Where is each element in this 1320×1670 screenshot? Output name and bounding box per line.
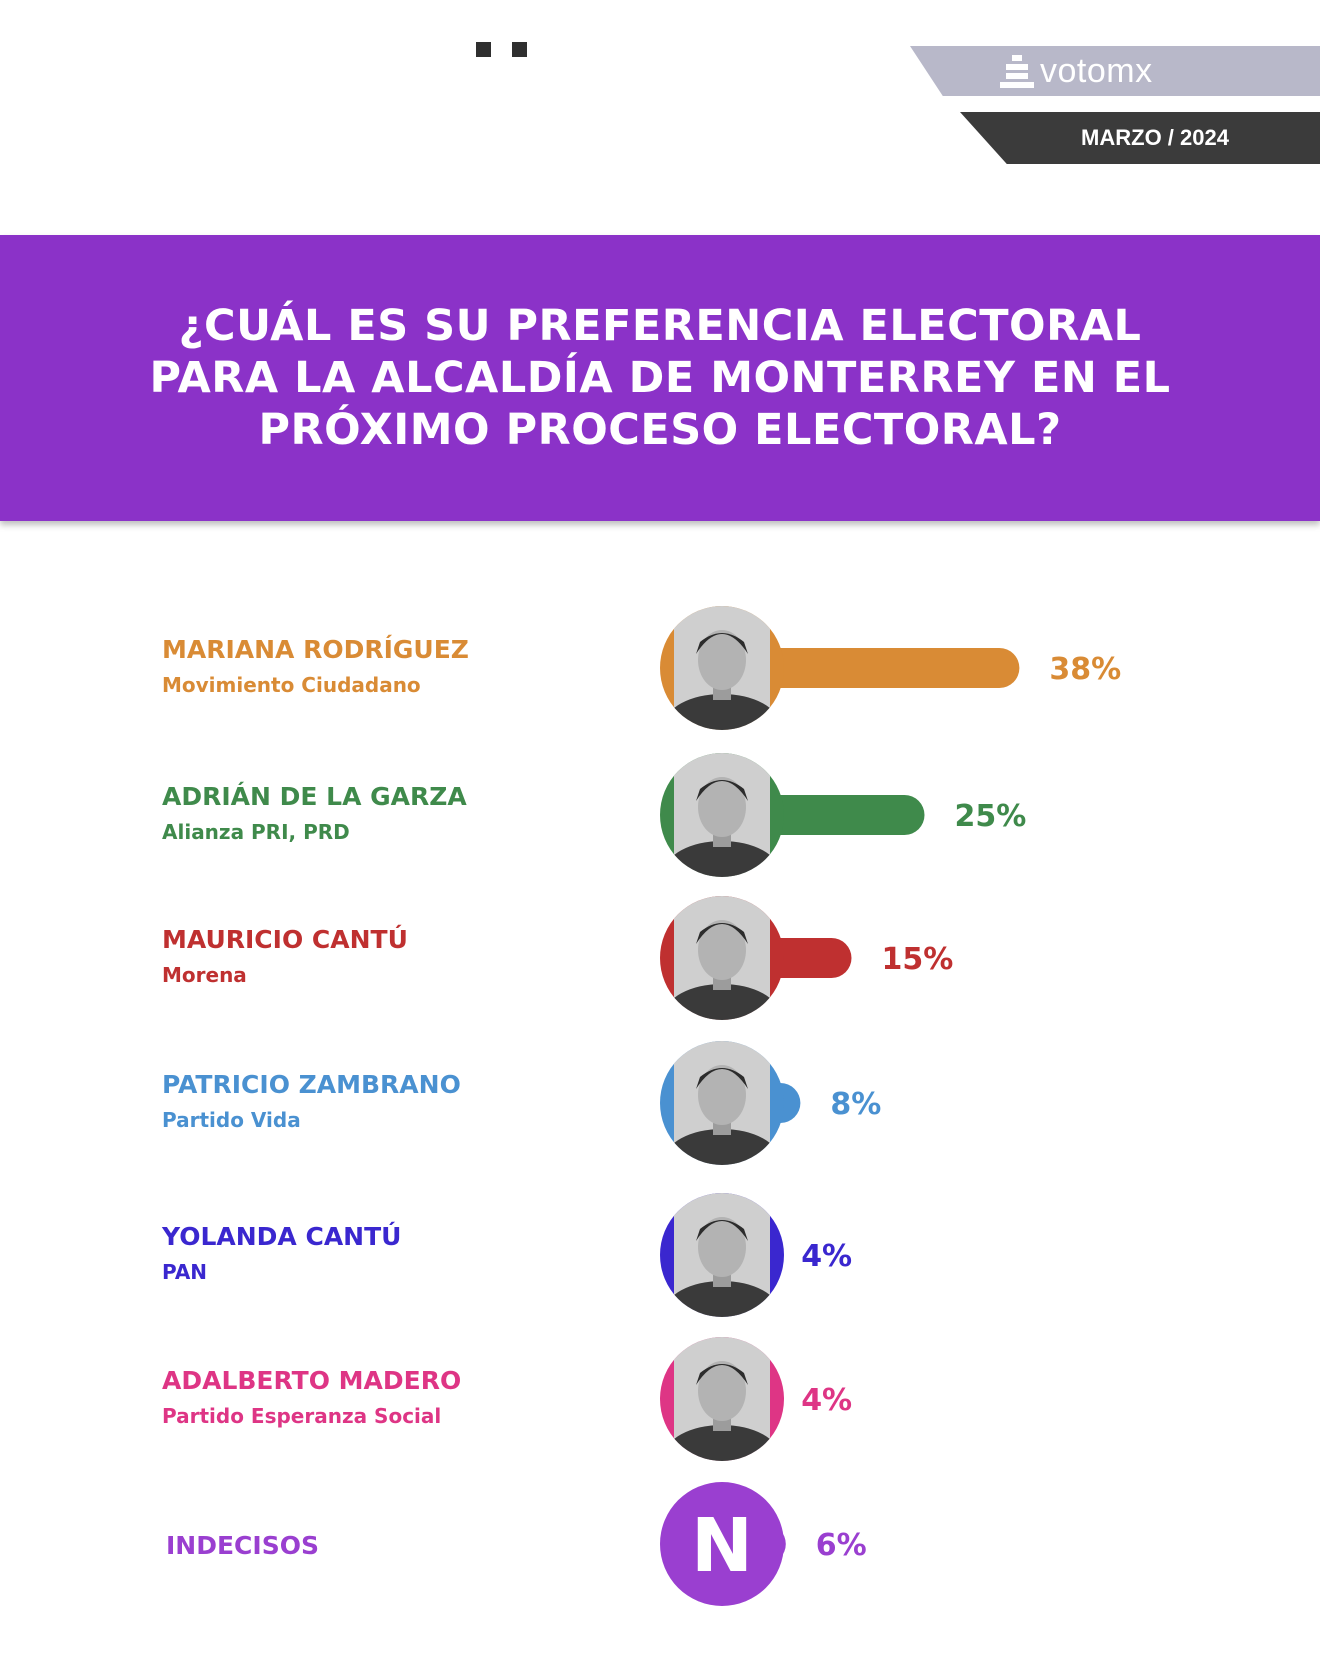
candidate-name: MARIANA RODRÍGUEZ [162,635,469,664]
portrait-photo [664,1337,780,1461]
brand-name: votomx [1040,51,1153,90]
brand: votomx [1000,50,1153,92]
question-title: ¿CUÁL ES SU PREFERENCIA ELECTORAL PARA L… [149,301,1171,455]
percent-label: 38% [1049,652,1121,687]
initial-letter: N [691,1503,753,1589]
percent-label: 6% [816,1528,867,1563]
chart-row: N 6% INDECISOS [166,1482,867,1606]
chart-row: 4% ADALBERTO MADERO Partido Esperanza Soci… [162,1337,852,1461]
candidate-party: Partido Esperanza Social [162,1404,441,1428]
percent-label: 25% [955,799,1027,834]
candidate-party: Partido Vida [162,1108,301,1132]
percent-label: 4% [801,1239,852,1274]
candidate-name: INDECISOS [166,1531,319,1560]
bar [722,648,1020,688]
brand-band [910,46,1320,96]
decorative-dots [476,42,536,58]
candidate-name: YOLANDA CANTÚ [161,1221,401,1251]
candidate-party: Morena [162,963,247,987]
candidate-party: Alianza PRI, PRD [162,820,350,844]
candidate-party: Movimiento Ciudadano [162,673,421,697]
question-banner: ¿CUÁL ES SU PREFERENCIA ELECTORAL PARA L… [0,235,1320,521]
portrait-photo [664,896,780,1020]
portrait-photo [664,1041,780,1165]
chart-row: 25% ADRIÁN DE LA GARZA Alianza PRI, PRD [162,753,1027,877]
candidate-name: PATRICIO ZAMBRANO [162,1070,461,1099]
candidate-name: ADRIÁN DE LA GARZA [162,782,467,811]
chart-row: 4% YOLANDA CANTÚ PAN [161,1193,852,1317]
survey-date: MARZO / 2024 [1081,125,1229,150]
portrait-photo [664,606,780,730]
avatar [660,1482,784,1606]
candidate-party: PAN [162,1260,207,1284]
portrait-photo [664,1193,780,1317]
chart-row: 15% MAURICIO CANTÚ Morena [162,896,954,1020]
chart-row: 8% PATRICIO ZAMBRANO Partido Vida [162,1041,881,1165]
percent-label: 15% [882,942,954,977]
ballot-box-icon [1000,53,1034,89]
date-band [960,112,1320,164]
portrait-photo [664,753,780,877]
percent-label: 4% [801,1383,852,1418]
candidate-name: MAURICIO CANTÚ [162,924,408,954]
percent-label: 8% [830,1087,881,1122]
candidate-name: ADALBERTO MADERO [162,1366,461,1395]
chart-row: 38% MARIANA RODRÍGUEZ Movimiento Ciudadano [162,606,1121,730]
